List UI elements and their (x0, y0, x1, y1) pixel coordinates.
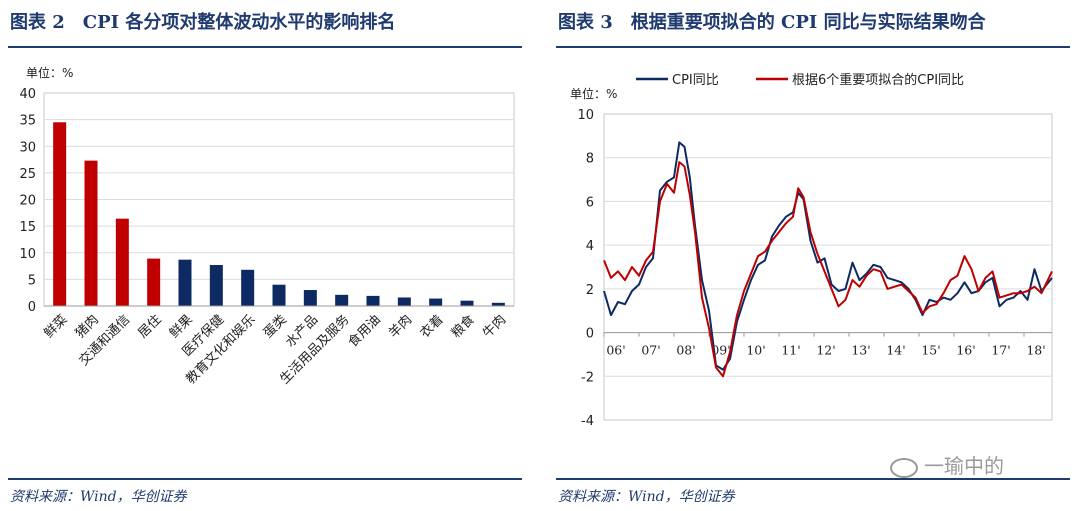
bar-ytick-label: 10 (19, 247, 36, 262)
bar-category-label: 粮食 (448, 312, 478, 342)
bar-category-label: 居住 (135, 312, 164, 341)
bar (209, 264, 223, 306)
bar-ytick-label: 30 (19, 140, 36, 155)
bar-category-label: 食用油 (345, 312, 384, 351)
bar-category-label: 羊肉 (385, 312, 415, 342)
bar (272, 284, 286, 306)
watermark: 一瑜中的 (890, 450, 1004, 479)
bar-ytick-label: 35 (19, 114, 36, 129)
bar (84, 160, 98, 306)
line-xtick-label: 09' (711, 343, 730, 358)
right-title: 图表 3 根据重要项拟合的 CPI 同比与实际结果吻合 (558, 12, 986, 33)
bar (303, 290, 317, 306)
right-title-rule (556, 46, 1070, 48)
right-unit-label: 单位：% (570, 86, 617, 101)
line-ytick-label: 8 (586, 152, 594, 167)
line-xtick-label: 16' (956, 343, 975, 358)
bar (460, 300, 474, 306)
bar (241, 269, 255, 306)
line-xtick-label: 18' (1026, 343, 1045, 358)
bar (397, 297, 411, 306)
legend-label: 根据6个重要项拟合的CPI同比 (792, 72, 964, 88)
bar (147, 258, 161, 306)
line-ytick-label: -4 (581, 414, 594, 429)
bar (178, 259, 192, 306)
bar (429, 298, 443, 306)
line-xtick-label: 14' (886, 343, 905, 358)
left-title-rule (8, 46, 522, 48)
legend-label: CPI同比 (672, 73, 719, 88)
series-line (603, 161, 1053, 378)
left-title: 图表 2 CPI 各分项对整体波动水平的影响排名 (10, 12, 396, 33)
right-panel: 图表 3 根据重要项拟合的 CPI 同比与实际结果吻合 单位：% -4 -2 0 2 4 6… (548, 0, 1080, 511)
bar (366, 295, 380, 306)
wechat-icon (890, 457, 918, 478)
line-xtick-label: 06' (606, 343, 625, 358)
line-xtick-label: 13' (851, 343, 870, 358)
bar-ytick-label: 5 (28, 273, 36, 288)
bar (53, 122, 67, 306)
bar-ytick-label: 25 (19, 167, 36, 182)
line-xtick-label: 15' (921, 343, 940, 358)
bar-ytick-label: 15 (19, 220, 36, 235)
line-ytick-label: -2 (581, 370, 594, 385)
line-ytick-label: 2 (586, 283, 594, 298)
line-plot-frame (603, 113, 1053, 421)
left-panel: 图表 2 CPI 各分项对整体波动水平的影响排名 单位：% 0 5 10 15 20 25 3… (0, 0, 532, 511)
bar (491, 302, 505, 306)
left-source-rule (8, 478, 522, 480)
line-xtick-label: 17' (991, 343, 1010, 358)
line-xtick-label: 11' (781, 343, 800, 358)
line-chart: 单位：% -4 -2 0 2 4 6 8 10 06' 07' 08' 09' 10' 11' 12' 13' 1… (570, 72, 1053, 429)
bar-category-label: 衣着 (417, 312, 447, 342)
line-xtick-label: 12' (816, 343, 835, 358)
line-ytick-label: 6 (586, 195, 594, 210)
right-source: 资料来源：Wind，华创证券 (558, 489, 735, 505)
bar (335, 294, 349, 306)
bar-ytick-label: 20 (19, 194, 36, 209)
bar-ytick-label: 0 (28, 300, 36, 315)
line-xtick-label: 07' (641, 343, 660, 358)
left-source: 资料来源：Wind，华创证券 (10, 489, 187, 505)
bar (115, 218, 129, 306)
series-line (603, 141, 1053, 371)
line-xtick-label: 08' (676, 343, 695, 358)
left-unit-label: 单位：% (26, 65, 73, 80)
right-source-rule (556, 478, 1070, 480)
watermark-text: 一瑜中的 (924, 454, 1004, 478)
line-ytick-label: 4 (586, 239, 594, 254)
line-ytick-label: 10 (577, 108, 594, 123)
bar-category-label: 鲜菜 (41, 312, 70, 341)
line-xtick-label: 10' (746, 343, 765, 358)
bar-category-label: 牛肉 (480, 312, 509, 341)
bar-ytick-label: 40 (19, 87, 36, 102)
line-ytick-label: 0 (586, 327, 594, 342)
